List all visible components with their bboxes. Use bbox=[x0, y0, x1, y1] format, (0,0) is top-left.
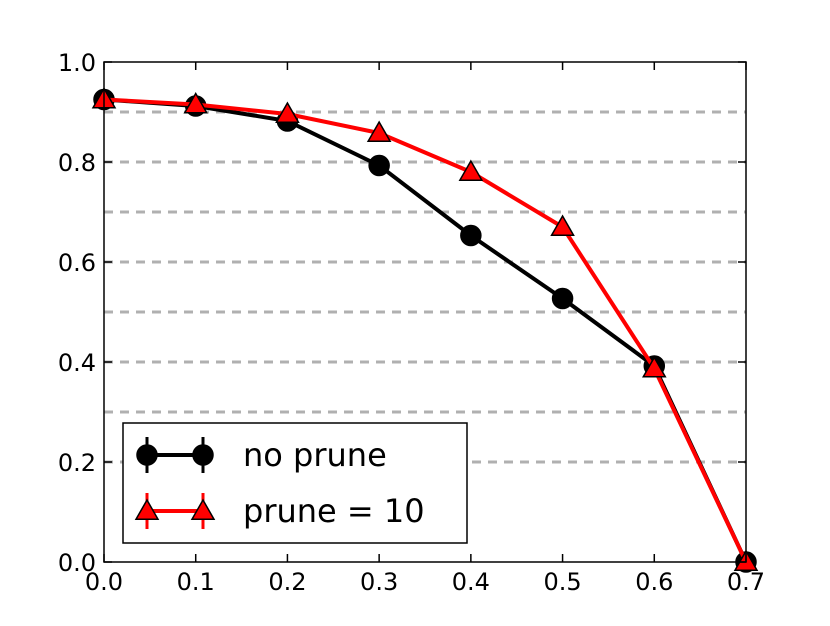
series-line-prune-10 bbox=[103, 97, 748, 563]
data-point-prune-10 bbox=[458, 159, 484, 181]
grid-lines bbox=[104, 110, 746, 464]
data-point-no-prune bbox=[551, 287, 574, 310]
legend-box bbox=[122, 422, 468, 544]
series-line-no-prune bbox=[103, 97, 748, 563]
y-tick-label: 0.0 bbox=[58, 549, 96, 577]
y-tick-label: 0.6 bbox=[58, 249, 96, 277]
legend-marker bbox=[134, 498, 160, 520]
data-point-prune-10 bbox=[550, 214, 575, 236]
legend-symbol-prune-10 bbox=[134, 493, 216, 529]
data-point-prune-10 bbox=[366, 120, 392, 142]
legend-label-prune-10: prune = 10 bbox=[243, 492, 425, 530]
plot-frame bbox=[103, 61, 747, 563]
legend: no prune prune = 10 bbox=[122, 422, 468, 544]
y-tick-label: 0.2 bbox=[58, 449, 96, 477]
data-point-no-prune bbox=[368, 154, 390, 177]
x-tick-label: 0.3 bbox=[360, 568, 398, 596]
legend-marker bbox=[136, 444, 158, 466]
y-tick-label: 0.8 bbox=[58, 149, 96, 177]
axis-ticks: 0.0 0.1 0.2 0.3 0.4 0.5 0.6 0.7 0.0 0.2 0.4 0.6 0.8 1… bbox=[58, 49, 765, 596]
x-tick-label: 0.2 bbox=[268, 568, 306, 596]
data-point-prune-10 bbox=[641, 355, 667, 378]
legend-marker bbox=[192, 444, 214, 466]
x-tick-label: 0.6 bbox=[635, 568, 673, 596]
y-tick-label: 0.4 bbox=[58, 349, 96, 377]
legend-marker bbox=[190, 498, 216, 520]
data-point-prune-10 bbox=[183, 91, 209, 114]
legend-symbol-no-prune bbox=[136, 437, 214, 473]
data-point-prune-10 bbox=[275, 101, 300, 123]
y-tick-label: 1.0 bbox=[58, 49, 96, 77]
x-tick-label: 0.7 bbox=[727, 568, 765, 596]
x-tick-label: 0.5 bbox=[543, 568, 581, 596]
legend-label-no-prune: no prune bbox=[243, 436, 387, 474]
data-point-no-prune bbox=[460, 224, 482, 247]
series-lines bbox=[91, 86, 759, 573]
x-tick-label: 0.4 bbox=[452, 568, 490, 596]
x-tick-label: 0.1 bbox=[177, 568, 215, 596]
x-tick-label: 0.0 bbox=[85, 568, 123, 596]
